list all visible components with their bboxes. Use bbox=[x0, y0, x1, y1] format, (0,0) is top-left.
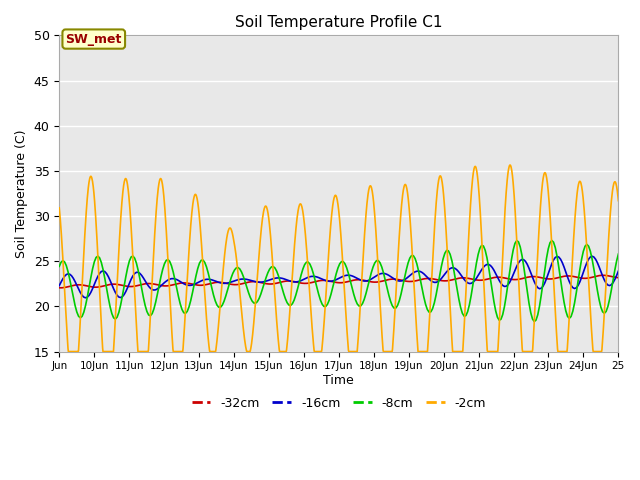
Text: SW_met: SW_met bbox=[65, 33, 122, 46]
Y-axis label: Soil Temperature (C): Soil Temperature (C) bbox=[15, 129, 28, 258]
Title: Soil Temperature Profile C1: Soil Temperature Profile C1 bbox=[235, 15, 443, 30]
X-axis label: Time: Time bbox=[323, 374, 354, 387]
Legend: -32cm, -16cm, -8cm, -2cm: -32cm, -16cm, -8cm, -2cm bbox=[187, 392, 491, 415]
